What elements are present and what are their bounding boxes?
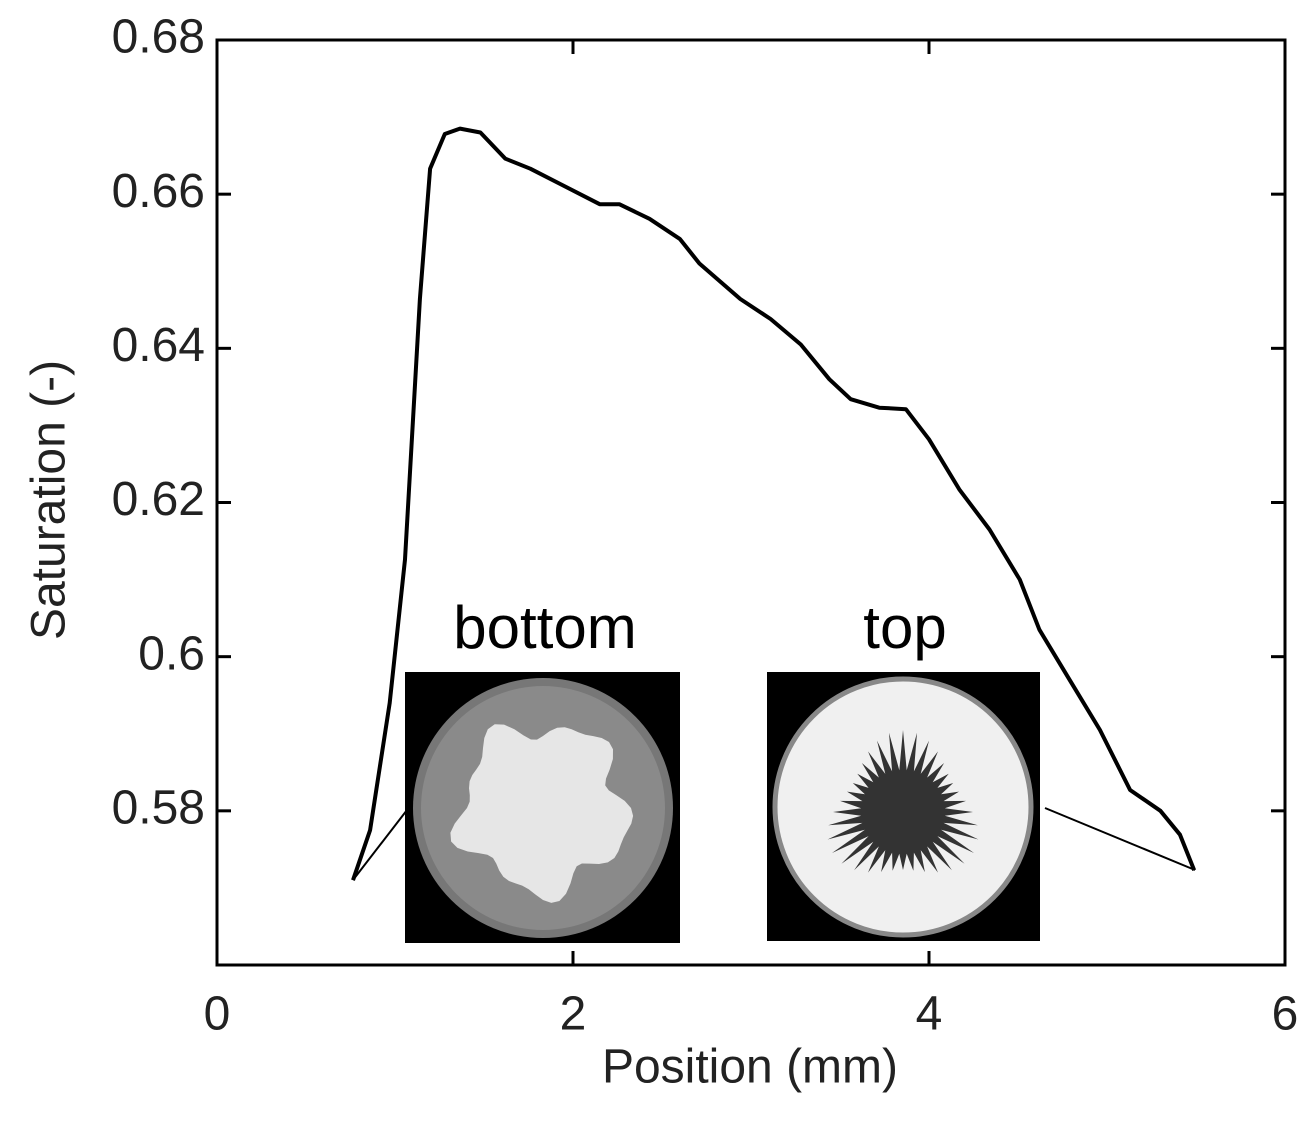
x-tick-label: 6 xyxy=(1272,988,1299,1041)
y-tick-label: 0.62 xyxy=(112,473,205,526)
y-tick-label: 0.64 xyxy=(112,319,205,372)
y-tick-label: 0.66 xyxy=(112,165,205,218)
x-tick-label: 4 xyxy=(916,988,943,1041)
plot-frame xyxy=(215,38,1287,967)
inset-label: top xyxy=(863,594,946,661)
y-tick-label: 0.68 xyxy=(112,11,205,64)
data-line xyxy=(351,126,1197,881)
inset-bottom: bottom xyxy=(352,594,680,943)
connector xyxy=(352,809,408,881)
y-tick-label: 0.58 xyxy=(112,782,205,835)
inset-top: top xyxy=(767,594,1196,941)
y-tick-label: 0.6 xyxy=(138,627,205,680)
inset-label: bottom xyxy=(453,594,636,661)
dry-region xyxy=(827,730,979,873)
x-tick-label: 0 xyxy=(204,988,231,1041)
connector xyxy=(1044,807,1196,871)
x-axis-label: Position (mm) xyxy=(602,1041,898,1094)
wet-region xyxy=(450,724,634,903)
x-tick-label: 2 xyxy=(560,988,587,1041)
y-axis-label: Saturation (-) xyxy=(23,360,76,640)
